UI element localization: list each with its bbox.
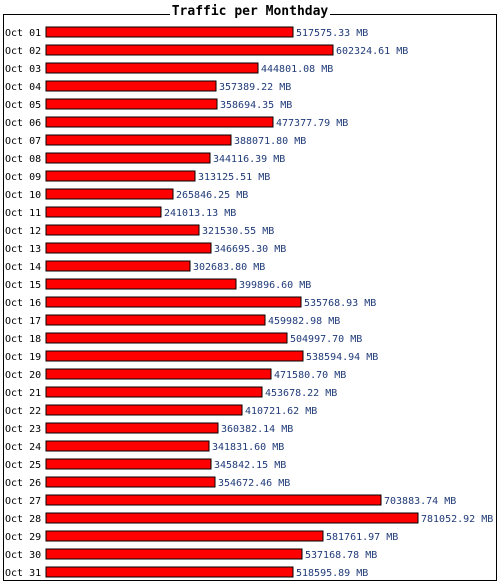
value-label: 399896.60 MB [239,280,311,291]
day-label: Oct 31 [5,568,41,579]
traffic-bar [45,26,294,38]
value-label: 459982.98 MB [268,316,340,327]
value-label: 504997.70 MB [290,334,362,345]
day-label: Oct 04 [5,82,41,93]
day-label: Oct 08 [5,154,41,165]
value-label: 537168.78 MB [305,550,377,561]
value-label: 602324.61 MB [336,46,408,57]
traffic-bar [45,422,219,434]
day-label: Oct 29 [5,532,41,543]
day-label: Oct 23 [5,424,41,435]
value-label: 444801.08 MB [261,64,333,75]
traffic-bar [45,242,212,254]
value-label: 265846.25 MB [176,190,248,201]
day-label: Oct 25 [5,460,41,471]
traffic-bar [45,98,218,110]
traffic-bar [45,458,212,470]
traffic-bar [45,62,259,74]
day-label: Oct 20 [5,370,41,381]
day-label: Oct 07 [5,136,41,147]
value-label: 341831.60 MB [212,442,284,453]
traffic-bar [45,548,303,560]
value-label: 358694.35 MB [220,100,292,111]
value-label: 313125.51 MB [198,172,270,183]
traffic-bar [45,350,304,362]
traffic-bar [45,404,243,416]
day-label: Oct 12 [5,226,41,237]
traffic-bar [45,224,200,236]
value-label: 453678.22 MB [265,388,337,399]
day-label: Oct 01 [5,28,41,39]
day-label: Oct 26 [5,478,41,489]
traffic-bar [45,152,211,164]
value-label: 241013.13 MB [164,208,236,219]
day-label: Oct 02 [5,46,41,57]
day-label: Oct 27 [5,496,41,507]
value-label: 471580.70 MB [274,370,346,381]
traffic-bar [45,296,302,308]
value-label: 535768.93 MB [304,298,376,309]
traffic-bar [45,512,419,524]
day-label: Oct 06 [5,118,41,129]
value-label: 518595.89 MB [296,568,368,579]
value-label: 321530.55 MB [202,226,274,237]
value-label: 538594.94 MB [306,352,378,363]
day-label: Oct 09 [5,172,41,183]
day-label: Oct 16 [5,298,41,309]
value-label: 344116.39 MB [213,154,285,165]
value-label: 346695.30 MB [214,244,286,255]
value-label: 581761.97 MB [326,532,398,543]
day-label: Oct 03 [5,64,41,75]
value-label: 345842.15 MB [214,460,286,471]
value-label: 517575.33 MB [296,28,368,39]
day-label: Oct 15 [5,280,41,291]
traffic-bar [45,494,382,506]
traffic-bar [45,116,274,128]
value-label: 388071.80 MB [234,136,306,147]
traffic-bar [45,332,288,344]
traffic-bar [45,386,263,398]
day-label: Oct 28 [5,514,41,525]
day-label: Oct 21 [5,388,41,399]
day-label: Oct 30 [5,550,41,561]
value-label: 357389.22 MB [219,82,291,93]
traffic-bar [45,314,266,326]
day-label: Oct 14 [5,262,41,273]
traffic-bar [45,530,324,542]
traffic-bar [45,368,272,380]
value-label: 302683.80 MB [193,262,265,273]
value-label: 354672.46 MB [218,478,290,489]
day-label: Oct 13 [5,244,41,255]
traffic-bar [45,278,237,290]
value-label: 781052.92 MB [421,514,493,525]
day-label: Oct 11 [5,208,41,219]
traffic-bar [45,134,232,146]
day-label: Oct 24 [5,442,41,453]
value-label: 703883.74 MB [384,496,456,507]
traffic-bar [45,476,216,488]
day-label: Oct 22 [5,406,41,417]
value-label: 360382.14 MB [221,424,293,435]
traffic-bar [45,260,191,272]
traffic-bar [45,170,196,182]
value-label: 410721.62 MB [245,406,317,417]
traffic-bar [45,80,217,92]
traffic-bar [45,566,294,578]
day-label: Oct 05 [5,100,41,111]
day-label: Oct 17 [5,316,41,327]
traffic-bar [45,440,210,452]
day-label: Oct 10 [5,190,41,201]
traffic-bar [45,188,174,200]
value-label: 477377.79 MB [276,118,348,129]
day-label: Oct 19 [5,352,41,363]
traffic-bar [45,206,162,218]
day-label: Oct 18 [5,334,41,345]
traffic-bar [45,44,334,56]
